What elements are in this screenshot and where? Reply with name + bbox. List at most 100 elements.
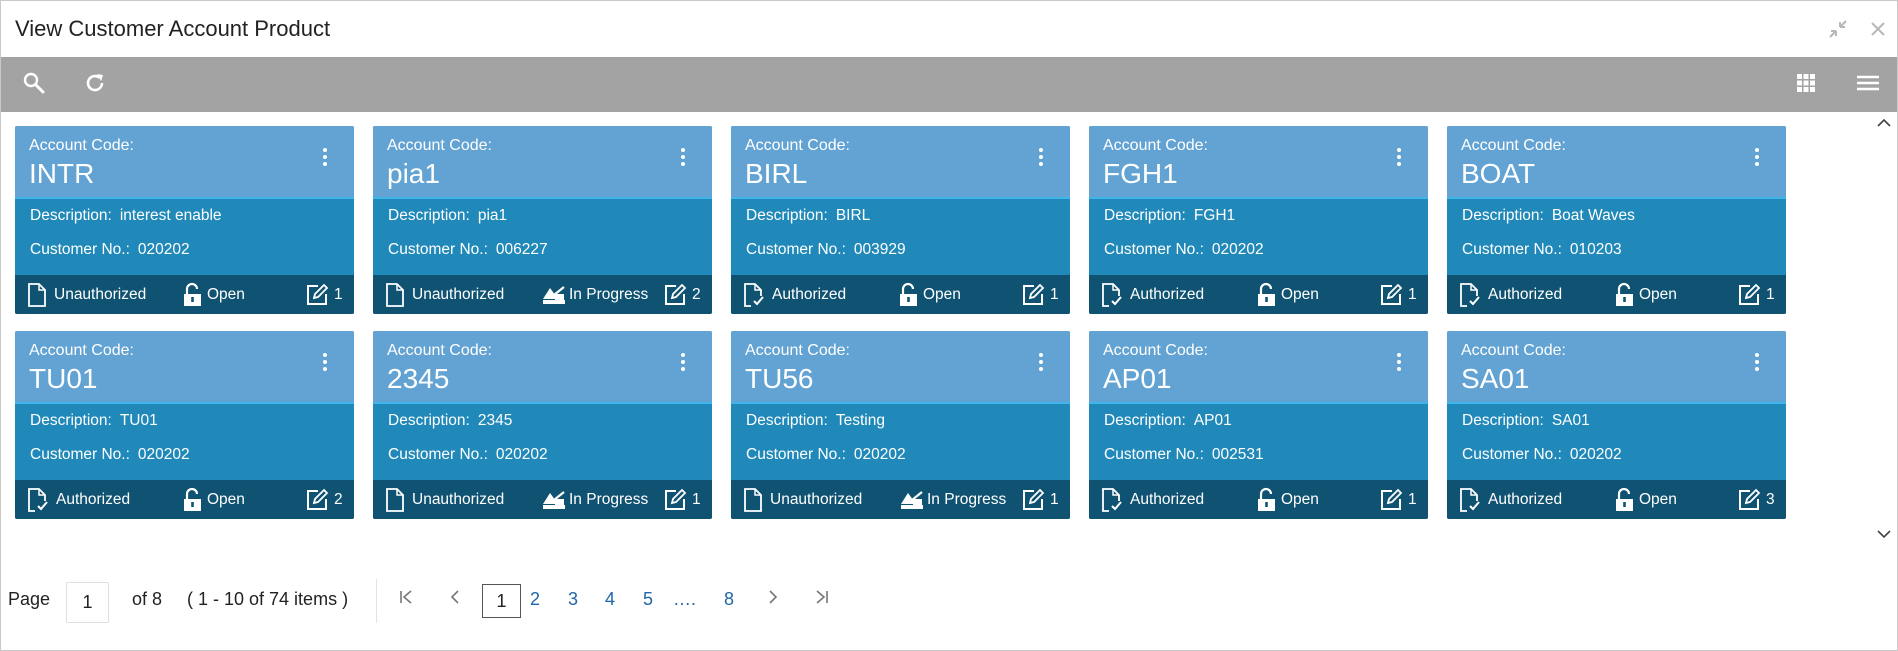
page-number-input[interactable] (66, 582, 109, 623)
edit-icon (305, 488, 329, 512)
card-header: Account Code: SA01 (1447, 331, 1786, 404)
edit-count[interactable]: 1 (305, 275, 343, 314)
account-product-card[interactable]: Account Code: BOAT Description: Boat Waves C… (1447, 126, 1786, 314)
more-options-icon[interactable] (1750, 351, 1764, 373)
list-view-icon (1856, 73, 1880, 98)
account-product-card[interactable]: Account Code: FGH1 Description: FGH1 Custome… (1089, 126, 1428, 314)
unlock-icon (1255, 282, 1279, 308)
account-product-card[interactable]: Account Code: SA01 Description: SA01 Custome… (1447, 331, 1786, 519)
edit-count[interactable]: 1 (1021, 275, 1059, 314)
authorization-status: Unauthorized (384, 480, 504, 519)
account-code-value: INTR (29, 158, 95, 189)
card-footer: Authorized Open 1 (1089, 480, 1428, 519)
more-options-icon[interactable] (318, 351, 332, 373)
page-button-4[interactable]: 4 (605, 589, 616, 609)
more-options-icon[interactable] (1392, 146, 1406, 168)
last-page-button[interactable] (812, 588, 832, 610)
edit-count[interactable]: 3 (1737, 480, 1775, 519)
toolbar (1, 57, 1897, 112)
next-page-button[interactable] (763, 588, 783, 610)
list-view-button[interactable] (1852, 69, 1884, 101)
more-options-icon[interactable] (1034, 146, 1048, 168)
account-product-card[interactable]: Account Code: TU56 Description: Testing Cust… (731, 331, 1070, 519)
account-product-card[interactable]: Account Code: 2345 Description: 2345 Custome… (373, 331, 712, 519)
scroll-up-icon[interactable] (1876, 115, 1892, 131)
page-button-5[interactable]: 5 (643, 589, 654, 609)
edit-count[interactable]: 1 (663, 480, 701, 519)
edit-count[interactable]: 1 (1021, 480, 1059, 519)
account-product-card[interactable]: Account Code: TU01 Description: TU01 Custome… (15, 331, 354, 519)
unlock-icon (1613, 487, 1637, 513)
customer-no-label: Customer No.: (1462, 241, 1562, 258)
description-value: BIRL (835, 207, 871, 224)
more-options-icon[interactable] (1750, 146, 1764, 168)
description-row: Description: TU01 (30, 412, 158, 430)
items-range-text: ( 1 - 10 of 74 items ) (187, 589, 349, 609)
more-options-icon[interactable] (318, 146, 332, 168)
card-footer: Authorized Open 1 (1447, 275, 1786, 314)
search-button[interactable] (18, 69, 50, 101)
description-label: Description: (30, 412, 112, 429)
account-code-value: AP01 (1103, 363, 1172, 394)
description-row: Description: 2345 (388, 412, 512, 430)
more-options-icon[interactable] (1034, 351, 1048, 373)
description-value: SA01 (1551, 412, 1590, 429)
record-status: Open (1613, 275, 1677, 314)
account-product-card[interactable]: Account Code: pia1 Description: pia1 Custome… (373, 126, 712, 314)
page-button-last-number[interactable]: 8 (724, 589, 735, 609)
grid-view-button[interactable] (1790, 69, 1822, 101)
edit-icon (305, 283, 329, 307)
account-code-value: pia1 (387, 158, 440, 189)
edit-count[interactable]: 2 (663, 275, 701, 314)
page-button-2[interactable]: 2 (530, 589, 541, 609)
account-code-label: Account Code: (745, 137, 850, 154)
previous-page-button[interactable] (445, 588, 465, 610)
card-grid: Account Code: INTR Description: interest en… (1, 112, 1873, 549)
authorization-status-text: Authorized (772, 285, 847, 303)
customer-no-value: 020202 (137, 446, 190, 463)
refresh-button[interactable] (79, 69, 111, 101)
account-product-card[interactable]: Account Code: AP01 Description: AP01 Custome… (1089, 331, 1428, 519)
authorization-status: Unauthorized (26, 275, 146, 314)
vertical-scrollbar[interactable] (1871, 112, 1897, 549)
page-button-current[interactable]: 1 (482, 584, 521, 618)
customer-no-value: 003929 (853, 241, 906, 258)
description-value: TU01 (119, 412, 158, 429)
customer-no-value: 020202 (137, 241, 190, 258)
record-status: Open (897, 275, 961, 314)
account-code-value: BOAT (1461, 158, 1536, 189)
more-options-icon[interactable] (1392, 351, 1406, 373)
edit-count-value: 1 (1408, 285, 1417, 303)
authorization-status: Unauthorized (384, 275, 504, 314)
edit-icon (663, 488, 687, 512)
description-value: 2345 (477, 412, 513, 429)
account-product-card[interactable]: Account Code: BIRL Description: BIRL Custome… (731, 126, 1070, 314)
account-product-card[interactable]: Account Code: INTR Description: interest en… (15, 126, 354, 314)
last-page-icon (815, 589, 829, 610)
edit-count[interactable]: 1 (1737, 275, 1775, 314)
customer-no-label: Customer No.: (388, 241, 488, 258)
minimize-icon[interactable] (1824, 15, 1852, 43)
page-button-3[interactable]: 3 (568, 589, 579, 609)
first-page-button[interactable] (396, 588, 416, 610)
customer-no-row: Customer No.: 020202 (30, 241, 190, 259)
edit-count[interactable]: 1 (1379, 480, 1417, 519)
edit-count-value: 1 (1766, 285, 1775, 303)
document-check-icon (26, 487, 50, 513)
customer-no-value: 006227 (495, 241, 548, 258)
unlock-icon (1613, 282, 1637, 308)
more-options-icon[interactable] (676, 146, 690, 168)
more-options-icon[interactable] (676, 351, 690, 373)
edit-count[interactable]: 1 (1379, 275, 1417, 314)
edit-count[interactable]: 2 (305, 480, 343, 519)
close-icon[interactable] (1864, 15, 1892, 43)
scroll-down-icon[interactable] (1876, 526, 1892, 542)
card-header: Account Code: 2345 (373, 331, 712, 404)
customer-no-label: Customer No.: (30, 446, 130, 463)
edit-count-value: 2 (692, 285, 701, 303)
document-check-icon (742, 282, 766, 308)
customer-no-value: 020202 (853, 446, 906, 463)
customer-no-row: Customer No.: 020202 (30, 446, 190, 464)
description-label: Description: (746, 412, 828, 429)
